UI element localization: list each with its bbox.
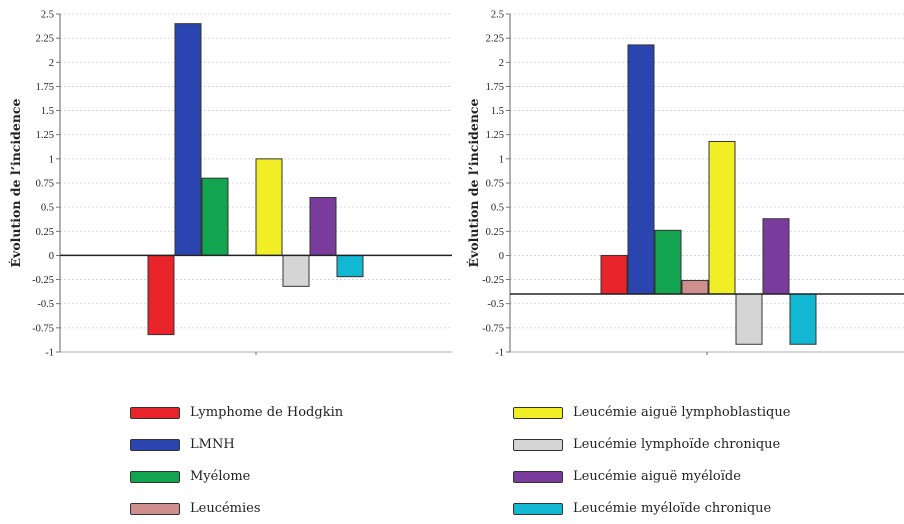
y-tick-label: 1: [49, 154, 54, 165]
bar-2: [174, 23, 202, 256]
bar-5: [708, 140, 736, 295]
bar-7: [762, 218, 790, 295]
y-tick-label: -0.75: [32, 323, 54, 334]
y-tick-label: 2.5: [41, 10, 54, 21]
y-tick-label: 2.25: [486, 34, 504, 45]
legend-label: Leucémie myéloïde chronique: [573, 501, 772, 516]
y-tick-label: 0.5: [41, 203, 54, 214]
y-axis-label: Évolution de l’incidence: [8, 98, 23, 267]
charts-area: 2.5 2.25 2 1.75 1.5 1.25 1 0.75 0.5 0.25 0 -0.25 -0.…: [8, 10, 904, 359]
y-tick-label: -0.5: [37, 299, 54, 310]
y-tick-label: 2: [49, 58, 54, 69]
legend-swatch: [130, 439, 180, 451]
y-tick-label: 1.5: [491, 106, 504, 117]
bar-2: [627, 44, 655, 295]
legend-label: Leucémie aiguë myéloïde: [573, 469, 741, 484]
bar-4: [681, 280, 709, 295]
legend-item-leucemie-myeloide-chronique: Leucémie myéloïde chronique: [513, 501, 771, 517]
legend-swatch: [513, 471, 563, 483]
y-tick-label: 0.5: [491, 203, 504, 214]
y-tick-label: -0.25: [482, 275, 504, 286]
legend-item-leucemie-aigue-lymphoblastique: Leucémie aiguë lymphoblastique: [513, 405, 790, 421]
legend-swatch: [513, 503, 563, 515]
legend-swatch: [130, 503, 180, 515]
bar-6: [282, 254, 310, 287]
y-tick-label: 2.5: [491, 10, 504, 21]
chart-panel-1: 2.5 2.25 2 1.75 1.5 1.25 1 0.75 0.5 0.25 0 -0.25 -0.…: [8, 10, 452, 359]
y-tick-label: 1.75: [36, 82, 54, 93]
legend-label: Leucémie lymphoïde chronique: [573, 437, 781, 452]
bar-3: [654, 229, 682, 295]
y-tick-label: 0.75: [36, 179, 54, 190]
y-tick-label: -1: [495, 348, 504, 359]
legend-swatch: [513, 439, 563, 451]
bar-1: [147, 254, 175, 336]
y-tick-label: 0: [499, 251, 504, 262]
bar-7: [309, 196, 337, 256]
legend-item-myelome: Myélome: [130, 469, 250, 485]
legend-swatch: [130, 407, 180, 419]
bar-8: [336, 254, 364, 278]
y-tick-label: 2.25: [36, 34, 54, 45]
y-tick-label: 1: [499, 154, 504, 165]
y-tick-label: 1.75: [486, 82, 504, 93]
y-tick-label: 2: [499, 58, 504, 69]
legend-item-lymphome-hodgkin: Lymphome de Hodgkin: [130, 405, 343, 421]
y-tick-label: 0.25: [36, 227, 54, 238]
y-axis-label: Évolution de l’incidence: [466, 98, 481, 267]
bar-3: [201, 177, 229, 256]
y-tick-label: -0.75: [482, 323, 504, 334]
bar-6: [735, 293, 763, 345]
bar-5: [255, 158, 283, 256]
bar-1: [600, 254, 628, 295]
legend-swatch: [513, 407, 563, 419]
y-tick-label: 1.25: [36, 130, 54, 141]
legend-label: Lymphome de Hodgkin: [190, 405, 344, 420]
y-tick-label: 1.25: [486, 130, 504, 141]
legend-item-lmnh: LMNH: [130, 437, 235, 453]
legend-label: Leucémies: [190, 501, 261, 516]
legend-item-leucemies: Leucémies: [130, 501, 261, 517]
legend-item-leucemie-lymphoide-chronique: Leucémie lymphoïde chronique: [513, 437, 780, 453]
y-tick-label: -0.5: [487, 299, 504, 310]
legend-item-leucemie-aigue-myeloide: Leucémie aiguë myéloïde: [513, 469, 741, 485]
chart-panel-2: 2.5 2.25 2 1.75 1.5 1.25 1 0.75 0.5 0.25 0 -0.25 -0.…: [466, 10, 904, 359]
legend-label: LMNH: [190, 437, 235, 452]
legend-label: Leucémie aiguë lymphoblastique: [573, 405, 791, 420]
y-tick-label: 0: [49, 251, 54, 262]
legend-swatch: [130, 471, 180, 483]
y-tick-label: -1: [45, 348, 54, 359]
y-tick-label: -0.25: [32, 275, 54, 286]
legend-label: Myélome: [190, 469, 251, 484]
y-tick-label: 0.25: [486, 227, 504, 238]
y-tick-label: 0.75: [486, 179, 504, 190]
bar-8: [789, 293, 817, 345]
y-tick-label: 1.5: [41, 106, 54, 117]
